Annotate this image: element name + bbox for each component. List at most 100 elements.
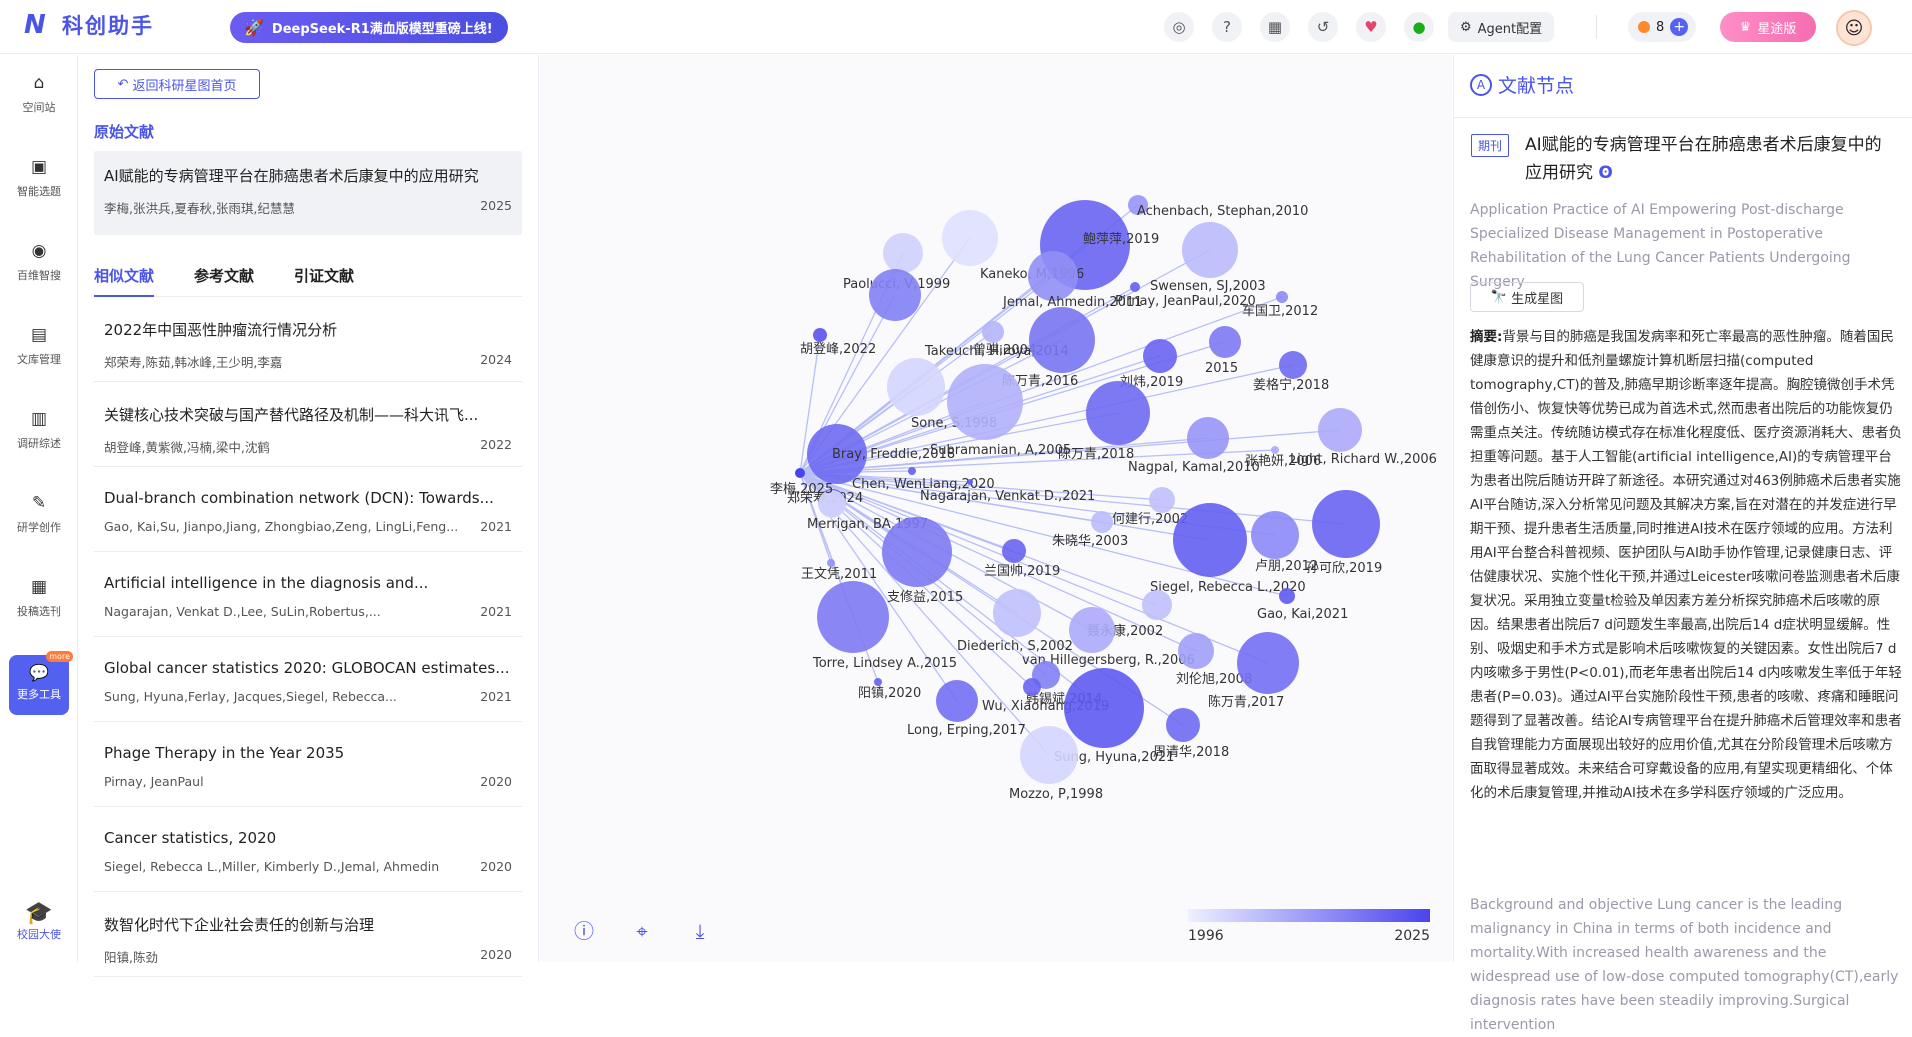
- graph-node-label: Light, Richard W.,2006: [1290, 452, 1437, 467]
- graph-node-label: 陈万青,2017: [1208, 694, 1284, 710]
- coin-balance[interactable]: 8 +: [1628, 12, 1696, 42]
- graph-node[interactable]: [936, 680, 978, 722]
- history-icon[interactable]: ↺: [1308, 12, 1338, 42]
- calendar-icon[interactable]: ▦: [1260, 12, 1290, 42]
- sidebar-item-smart-topic[interactable]: ▣ 智能选题: [0, 157, 78, 199]
- heart-icon[interactable]: ♥: [1356, 12, 1386, 42]
- tab-similar[interactable]: 相似文献: [94, 259, 155, 297]
- paper-title[interactable]: AI赋能的专病管理平台在肺癌患者术后康复中的应用研究 ʘ: [1525, 131, 1895, 187]
- tab-references[interactable]: 参考文献: [194, 267, 255, 285]
- graph-node[interactable]: [1002, 539, 1026, 563]
- graph-node[interactable]: [1166, 708, 1200, 742]
- doc-list-item[interactable]: Cancer statistics, 2020 Siegel, Rebecca L…: [94, 807, 522, 892]
- graph-node[interactable]: [813, 328, 827, 342]
- doc-list-item[interactable]: 数智化时代下企业社会责任的创新与治理 阳镇,陈劲 2020: [94, 892, 522, 977]
- graph-node[interactable]: [1029, 307, 1095, 373]
- graph-node[interactable]: [1064, 668, 1144, 748]
- headset-icon[interactable]: ◎: [1164, 12, 1194, 42]
- graph-node[interactable]: [883, 233, 923, 273]
- graph-node[interactable]: [1028, 251, 1078, 301]
- sidebar-item-survey[interactable]: ▥ 调研综述: [0, 409, 78, 451]
- graph-node[interactable]: [993, 589, 1041, 637]
- doc-list-item[interactable]: 2022年中国恶性肿瘤流行情况分析 郑荣寿,陈茹,韩冰峰,王少明,李嘉 2024: [94, 297, 522, 382]
- sidebar-item-space-station[interactable]: ⌂ 空间站: [0, 73, 78, 115]
- sidebar-item-label: 空间站: [22, 101, 56, 114]
- screenshot-icon[interactable]: ⌖: [636, 919, 648, 943]
- graph-node[interactable]: [1143, 339, 1177, 373]
- graph-node-label: 支修益,2015: [887, 590, 963, 605]
- graph-node[interactable]: [869, 269, 921, 321]
- graph-node[interactable]: [807, 424, 867, 484]
- graph-node[interactable]: [1178, 633, 1214, 669]
- graph-node[interactable]: [818, 490, 846, 518]
- doc-list-item[interactable]: 关键核心技术突破与国产替代路径及机制——科大讯飞... 胡登峰,黄紫微,冯楠,梁中…: [94, 382, 522, 467]
- graph-node[interactable]: [1173, 503, 1247, 577]
- graph-node[interactable]: [1182, 222, 1238, 278]
- graph-node[interactable]: [942, 210, 998, 266]
- graph-node[interactable]: [1023, 678, 1041, 696]
- vip-button[interactable]: ♛ 星途版: [1720, 12, 1816, 42]
- doc-list-item[interactable]: Artificial intelligence in the diagnosis…: [94, 552, 522, 637]
- graph-node[interactable]: [1318, 408, 1362, 452]
- tab-citations[interactable]: 引证文献: [294, 267, 355, 285]
- campus-ambassador-button[interactable]: 🎓 校园大使: [0, 901, 78, 942]
- graph-node[interactable]: [1237, 632, 1299, 694]
- graph-node[interactable]: [874, 678, 882, 686]
- search-robot-icon: ◉: [31, 241, 47, 261]
- graph-node[interactable]: [1276, 291, 1288, 303]
- graph-node-label: 张艳妍,2006: [1245, 453, 1321, 469]
- graph-toolbar: ⓘ ⌖ ⤓: [570, 917, 714, 945]
- promo-banner[interactable]: 🚀 DeepSeek-R1满血版模型重磅上线!: [230, 12, 508, 43]
- help-icon[interactable]: ?: [1212, 12, 1242, 42]
- graph-node[interactable]: [1271, 446, 1279, 454]
- doc-list-item[interactable]: Phage Therapy in the Year 2035 Pirnay, Je…: [94, 722, 522, 807]
- wechat-icon[interactable]: ●: [1404, 12, 1434, 42]
- original-paper-card[interactable]: AI赋能的专病管理平台在肺癌患者术后康复中的应用研究 李梅,张洪兵,夏春秋,张雨…: [94, 151, 522, 235]
- app-logo[interactable]: N 科创助手: [24, 10, 154, 40]
- graph-node[interactable]: [817, 581, 889, 653]
- graph-node[interactable]: [1187, 417, 1229, 459]
- graph-node[interactable]: [1312, 490, 1380, 558]
- generate-graph-button[interactable]: 🔭 生成星图: [1470, 282, 1584, 312]
- graph-node[interactable]: [1130, 282, 1140, 292]
- graph-node[interactable]: [887, 358, 945, 416]
- graph-node[interactable]: [1142, 590, 1172, 620]
- sidebar-item-submission[interactable]: ▦ 投稿选刊: [0, 577, 78, 619]
- graph-node[interactable]: [908, 467, 916, 475]
- graph-node[interactable]: [1279, 588, 1295, 604]
- graph-node-label: 曾骐,2004: [973, 343, 1036, 358]
- avatar[interactable]: ☺: [1836, 10, 1872, 46]
- graph-node[interactable]: [1069, 607, 1115, 653]
- graph-node[interactable]: [827, 559, 835, 567]
- graph-node[interactable]: [1209, 326, 1241, 358]
- doc-list-item[interactable]: Dual-branch combination network (DCN): T…: [94, 467, 522, 552]
- graph-node-label: van Hillegersberg, R.,2006: [1022, 653, 1195, 668]
- graph-node[interactable]: [1149, 487, 1175, 513]
- graph-node[interactable]: [1086, 381, 1150, 445]
- doc-list-item[interactable]: Global cancer statistics 2020: GLOBOCAN …: [94, 637, 522, 722]
- clipboard-icon: ▣: [30, 157, 48, 177]
- graph-node[interactable]: [982, 321, 1004, 343]
- graph-node[interactable]: [1128, 195, 1148, 215]
- graph-node[interactable]: [1279, 351, 1307, 379]
- sidebar-item-search[interactable]: ◉ 百维智搜: [0, 241, 78, 283]
- doc-authors: Sung, Hyuna,Ferlay, Jacques,Siegel, Rebe…: [104, 689, 397, 704]
- graph-node[interactable]: [1091, 511, 1113, 533]
- sidebar-item-library[interactable]: ▤ 文库管理: [0, 325, 78, 367]
- graph-node[interactable]: [882, 517, 952, 587]
- graph-center-node[interactable]: [795, 468, 805, 478]
- more-tools-button[interactable]: more 💬 更多工具: [9, 651, 73, 715]
- graph-node[interactable]: [967, 479, 973, 485]
- add-coin-icon[interactable]: +: [1670, 18, 1689, 36]
- sidebar-item-writing[interactable]: ✎ 研学创作: [0, 493, 78, 535]
- help-circle-icon[interactable]: ⓘ: [574, 919, 594, 943]
- coin-count: 8: [1656, 19, 1665, 35]
- download-icon[interactable]: ⤓: [695, 919, 705, 943]
- graph-node[interactable]: [1251, 511, 1299, 559]
- back-button[interactable]: ↶ 返回科研星图首页: [94, 69, 260, 99]
- agent-config-button[interactable]: ⚙ Agent配置: [1448, 12, 1555, 42]
- graph-node[interactable]: [1020, 726, 1078, 784]
- graph-node[interactable]: [947, 364, 1023, 440]
